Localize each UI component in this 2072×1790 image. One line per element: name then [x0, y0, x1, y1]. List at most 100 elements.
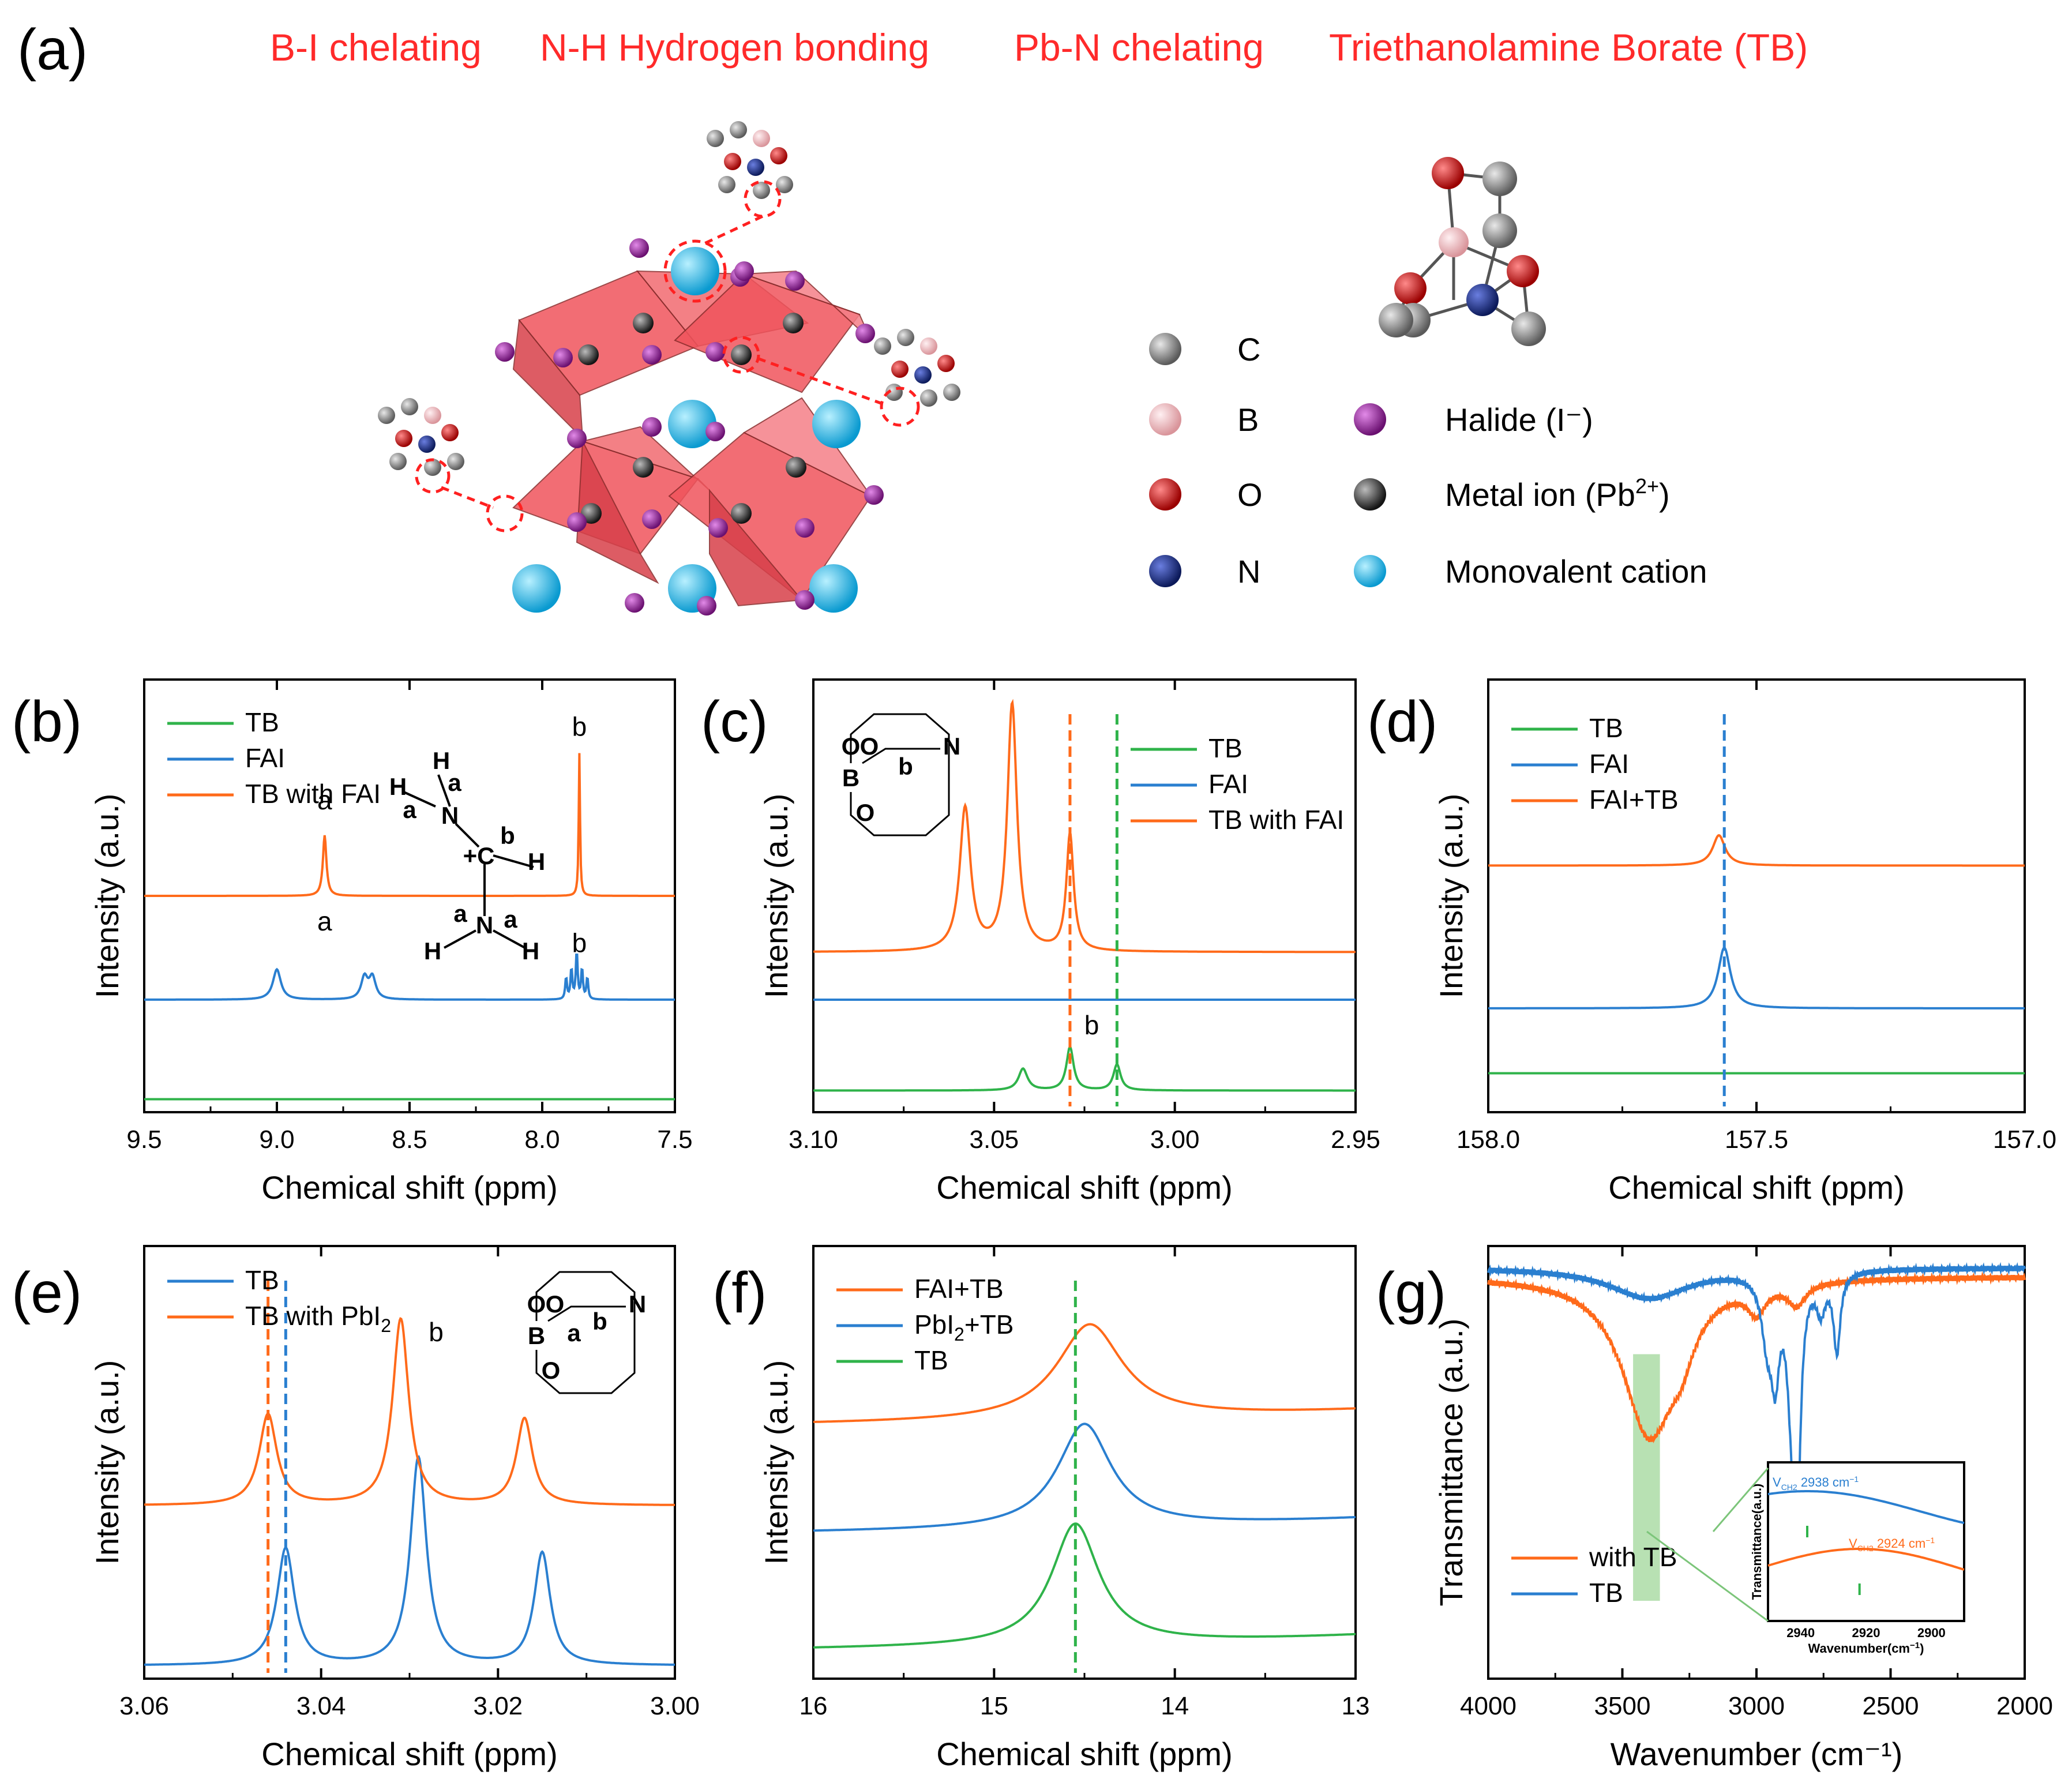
highlight-circle	[415, 458, 451, 494]
heading-pb-n: Pb-N chelating	[1014, 26, 1264, 69]
x-tick-label: 8.5	[392, 1125, 427, 1154]
x-tick-label: 14	[1161, 1692, 1189, 1720]
highlight-circle	[722, 336, 760, 374]
highlight-circle	[663, 239, 727, 303]
halide-atom	[795, 590, 814, 610]
legend-label: TB	[1589, 713, 1623, 743]
x-tick-label: 9.5	[126, 1125, 162, 1154]
highlight-circle	[880, 386, 920, 427]
metal-atom	[786, 457, 806, 478]
ring-atom: B	[842, 764, 859, 791]
panel-label: (d)	[1367, 689, 1437, 754]
series-line-tb	[813, 1522, 1356, 1649]
x-tick-label: 9.0	[259, 1125, 294, 1154]
bond-arrow	[755, 356, 883, 406]
ring-atom: O	[527, 1290, 546, 1318]
inset-note-with-tb: VCH2 2924 cm−1	[1849, 1536, 1935, 1553]
ring-atom: O	[842, 733, 861, 760]
series-line-fai-tb	[813, 1323, 1356, 1423]
legend-b-label: B	[1237, 401, 1259, 438]
metal-atom	[731, 344, 752, 365]
legend-c-swatch	[1149, 333, 1181, 365]
y-axis-label: Intensity (a.u.)	[89, 794, 125, 999]
tb-molecule	[1379, 157, 1546, 346]
x-tick-label: 3.00	[650, 1692, 700, 1720]
x-tick-label: 4000	[1460, 1692, 1517, 1720]
ring-atom: O	[546, 1290, 565, 1318]
structure-atom-label: N	[476, 911, 493, 939]
series-line-fai-tb	[1488, 834, 2025, 867]
series-line-tb-with-pbi	[144, 1317, 675, 1506]
ring-atom: O	[542, 1357, 561, 1384]
legend-label: TB with FAI	[1208, 805, 1344, 835]
x-axis-label: Wavenumber (cm⁻¹)	[1611, 1736, 1903, 1772]
metal-atom	[578, 344, 599, 365]
series-line-tb-with-fai	[813, 699, 1356, 954]
cation-atom	[512, 564, 561, 613]
structure-atom-label: a	[403, 796, 416, 823]
halide-atom	[795, 518, 814, 538]
x-tick-label: 2000	[1996, 1692, 2053, 1720]
legend-cation-label: Monovalent cation	[1445, 553, 1707, 590]
chart-f: (f) 16 15 14 13 Chemical shift (ppm) Intensity…	[712, 1245, 1369, 1772]
chart-d: (d) 158.0 157.5 157.0 Chemical shift (ppm) In…	[1367, 678, 2056, 1206]
inset-note-tb: VCH2 2938 cm−1	[1773, 1474, 1859, 1492]
ring-label: a	[567, 1319, 581, 1346]
halide-atom	[708, 518, 728, 538]
structure-atom-label: +C	[463, 842, 495, 869]
x-tick-label: 3.02	[474, 1692, 523, 1720]
chart-e: (e) 3.06 3.04 3.02 3.00 Chemical shift (ppm) I…	[12, 1245, 700, 1772]
inset-y-axis-label: Transmittance(a.u.)	[1750, 1484, 1764, 1600]
inset-connector	[1712, 1468, 1769, 1532]
legend-halide-label: Halide (I⁻)	[1445, 401, 1593, 438]
x-tick-label: 3.10	[789, 1125, 838, 1154]
y-axis-label: Intensity (a.u.)	[758, 1360, 794, 1565]
atom-legend: C B O N Halide (I⁻) Metal ion (Pb2+) Mon…	[1149, 331, 1707, 590]
cation-atom	[668, 400, 716, 448]
x-tick-label: 3000	[1728, 1692, 1785, 1720]
inset-plot: VCH2 2938 cm−1 VCH2 2924 cm−1 2940 2920 2900…	[1750, 1461, 1965, 1656]
highlight-circle	[486, 494, 524, 532]
x-tick-label: 3500	[1594, 1692, 1651, 1720]
structure-atom-label: H	[424, 937, 441, 965]
x-tick-label: 3.06	[119, 1692, 169, 1720]
plot-frame	[812, 1245, 1357, 1680]
y-axis-label: Transmittance (a.u.)	[1433, 1319, 1469, 1607]
halide-atom	[553, 348, 573, 367]
halide-atom	[625, 593, 644, 613]
peak-annotation: b	[1084, 1010, 1099, 1040]
x-tick-label: 8.0	[524, 1125, 560, 1154]
legend-o-swatch	[1149, 478, 1181, 511]
chart-g: (g) 4000 3500 3000 2500 2000 Wavenumber (cm⁻¹)…	[1376, 1245, 2053, 1772]
panel-a: (a) B-I chelating N-H Hydrogen bonding P…	[17, 17, 1808, 616]
structure-atom-label: N	[441, 802, 459, 829]
legend-n-label: N	[1237, 553, 1260, 590]
x-tick-label: 3.00	[1150, 1125, 1200, 1154]
structure-atom-label: H	[433, 747, 450, 774]
legend-halide-swatch	[1354, 403, 1386, 436]
x-axis-label: Chemical shift (ppm)	[936, 1169, 1232, 1206]
legend-label: PbI2+TB	[914, 1309, 1014, 1345]
highlight-band	[1633, 1354, 1660, 1601]
cation-atom	[812, 400, 861, 448]
legend-c-label: C	[1237, 331, 1260, 367]
inset-x-tick-label: 2920	[1852, 1626, 1880, 1640]
halide-atom	[705, 342, 725, 362]
metal-atom	[783, 313, 804, 333]
panel-label: (g)	[1376, 1260, 1446, 1325]
legend-label: TB	[245, 707, 279, 737]
ring-atom: O	[856, 799, 875, 826]
halide-atom	[567, 512, 587, 532]
structure-atom-label: H	[522, 937, 539, 965]
legend-cation-swatch	[1354, 555, 1386, 587]
x-tick-label: 2.95	[1331, 1125, 1380, 1154]
inset-series-tb	[1767, 1490, 1965, 1525]
halide-atom	[495, 342, 515, 362]
panel-a-label: (a)	[17, 17, 88, 82]
peak-annotation: b	[572, 928, 587, 958]
metal-atom	[731, 503, 752, 524]
halide-atom	[567, 429, 587, 448]
chart-c: (c) 3.10 3.05 3.00 2.95 Chemical shift (ppm) I…	[701, 678, 1380, 1206]
